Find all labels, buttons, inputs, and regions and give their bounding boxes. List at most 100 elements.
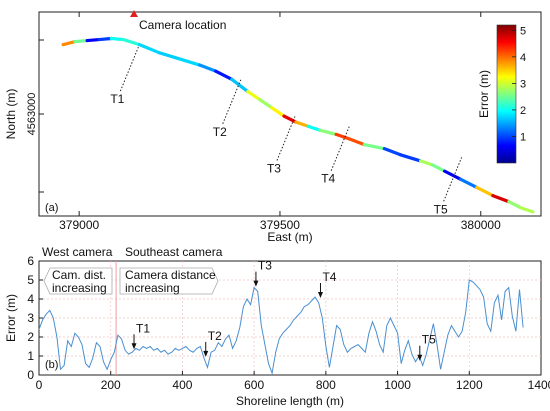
shoreline-segment (214, 69, 234, 81)
camera-location-marker (130, 10, 138, 17)
panel-a-xlabel: East (m) (267, 230, 312, 244)
y-tick-label: 6 (27, 254, 34, 268)
southeast-direction-arrow (119, 267, 219, 295)
shoreline-segment (430, 163, 447, 173)
panel-b-y-ticks: 0 1 2 3 4 5 6 (27, 254, 43, 382)
panel-a-ylabel: North (m) (4, 89, 18, 140)
annotation-arrow-head (417, 354, 423, 361)
x-tick-label: 380000 (461, 218, 501, 232)
y-tick-label: 1 (27, 349, 34, 363)
shoreline-segment (282, 114, 298, 124)
shoreline-segment (137, 43, 162, 55)
shoreline-segment (475, 185, 495, 198)
x-tick-label: 379000 (59, 218, 99, 232)
colorbar-tick-label: 1 (520, 131, 526, 143)
x-tick-label: 379500 (260, 218, 300, 232)
shoreline-segment (398, 153, 423, 163)
colorbar-ticks: 1 2 3 4 5 (512, 25, 526, 143)
shoreline-segment (519, 206, 535, 214)
shoreline-segment (346, 136, 366, 147)
shoreline-segment (258, 98, 274, 110)
panel-a-frame (38, 11, 542, 217)
panel-a-ytick-label: 4563000 (26, 93, 38, 136)
shoreline-segment (382, 147, 403, 157)
shoreline-segment (97, 36, 113, 42)
panel-b-xlabel: Shoreline length (m) (236, 394, 344, 408)
x-tick-label: 800 (316, 378, 336, 392)
shoreline-segment (507, 200, 523, 210)
shoreline-segment (61, 39, 77, 47)
transect-line (443, 157, 463, 202)
y-tick-label: 3 (27, 311, 34, 325)
colorbar-tick-label: 2 (520, 105, 526, 117)
west-direction-text: Cam. dist. increasing (52, 268, 109, 295)
colorbar-tick-label: 3 (520, 78, 526, 90)
shoreline-segment (362, 143, 386, 151)
shoreline-segment (418, 159, 435, 167)
shoreline-segment (443, 169, 463, 181)
x-tick-label: 400 (172, 378, 192, 392)
x-tick-label: 1200 (456, 378, 483, 392)
y-tick-label: 4 (27, 292, 34, 306)
southeast-direction-note: Camera distance increasing (119, 267, 219, 295)
panel-a-y-ticks (39, 39, 44, 193)
panel-b-frame (38, 260, 542, 376)
camera-location-label: Camera location (139, 18, 226, 32)
y-tick-label: 5 (27, 273, 34, 287)
x-tick-label: 0 (36, 378, 43, 392)
west-direction-line-1: Cam. dist. (52, 268, 106, 282)
annotation-label: T3 (258, 259, 272, 273)
southeast-direction-line-2: increasing (125, 281, 180, 295)
annotation-arrow-head (131, 343, 137, 350)
error-series-line (38, 279, 524, 375)
shoreline-segment (334, 132, 350, 141)
transect-label: T2 (213, 125, 227, 139)
transect-label: T5 (434, 202, 448, 216)
shoreline-segment (121, 37, 141, 47)
transect-line (330, 126, 350, 171)
annotation-arrow-head (203, 350, 209, 357)
y-tick-label: 2 (27, 330, 34, 344)
shoreline-segment (198, 63, 218, 73)
southeast-direction-text: Camera distance increasing (125, 268, 219, 295)
transect-label: T4 (321, 172, 335, 186)
west-direction-note: Cam. dist. increasing (43, 267, 113, 295)
colorbar-label: Error (m) (477, 70, 491, 118)
colorbar-tick-label: 5 (520, 25, 526, 37)
transect-annotations: T1 T2 T3 T4 T5 (131, 259, 436, 361)
annotation-arrow-head (317, 292, 323, 298)
west-direction-arrow (43, 267, 113, 295)
shoreline-segment (318, 128, 338, 136)
panel-b-label: (b) (45, 359, 58, 371)
shoreline-segment (306, 124, 322, 132)
annotation-label: T4 (322, 270, 336, 284)
transect-line (222, 79, 242, 124)
shoreline-segment (85, 37, 101, 43)
y-tick-label: 0 (27, 368, 34, 382)
shoreline-segment (491, 194, 511, 204)
annotation-label: T1 (136, 321, 150, 335)
shoreline-segment (230, 77, 250, 94)
panel-b-grid (39, 261, 541, 375)
transect-line (119, 46, 139, 92)
transect-label: T3 (267, 161, 281, 175)
shoreline-segment (459, 177, 479, 190)
colorbar: 1 2 3 4 5 Error (m) (477, 24, 526, 164)
transect-label: T1 (110, 92, 124, 106)
southeast-direction-line-1: Camera distance (125, 268, 216, 282)
annotation-label: T5 (422, 333, 436, 347)
x-tick-label: 600 (244, 378, 264, 392)
southeast-camera-label: Southeast camera (125, 245, 223, 259)
annotation-arrow-head (253, 280, 259, 287)
shoreline-segment (246, 89, 262, 102)
shoreline-track (61, 36, 535, 214)
shoreline-segment (157, 51, 182, 61)
panel-b-ylabel: Error (m) (4, 294, 18, 342)
shoreline-segment (270, 106, 286, 118)
west-direction-line-2: increasing (52, 281, 107, 295)
shoreline-segment (294, 120, 310, 128)
panel-a: T1 T2 T3 T4 T5 379000 379500 380000 Camera loc… (4, 10, 542, 244)
